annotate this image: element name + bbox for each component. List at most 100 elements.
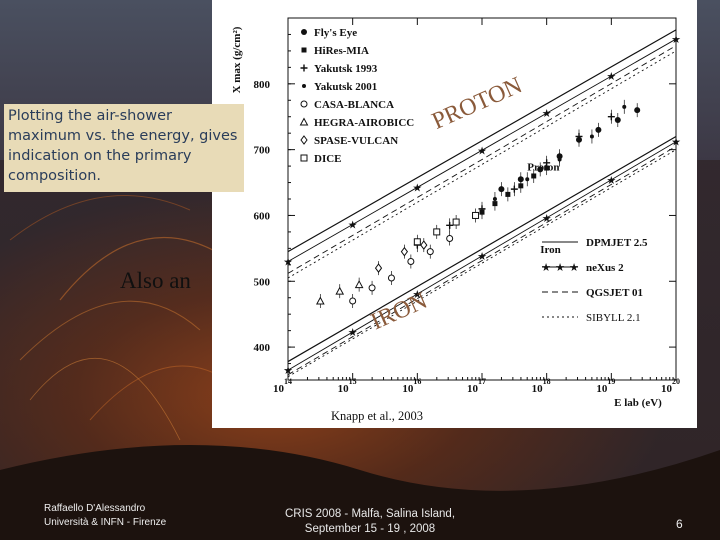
model-star-marker: ★ [542, 108, 552, 120]
page-number: 6 [676, 517, 683, 531]
data-point [299, 117, 309, 126]
data-point [478, 205, 486, 213]
model-star-marker: ★ [671, 137, 681, 149]
data-point [407, 258, 415, 266]
composition-callout: Plotting the air-shower maximum vs. the … [4, 104, 244, 192]
data-point [413, 238, 421, 246]
iron-line-label: Iron [540, 244, 561, 256]
data-point [498, 186, 505, 193]
model-legend-text: QGSJET 01 [586, 287, 643, 299]
model-line-iron [287, 135, 677, 363]
model-star-marker: ★ [412, 289, 422, 301]
data-point [575, 132, 583, 140]
y-tick-label: 500 [254, 276, 271, 288]
data-point [492, 197, 497, 201]
legend-entry-text: DICE [314, 153, 342, 165]
data-point [387, 274, 395, 282]
iron-overlay-label: IRON [367, 288, 431, 336]
data-point [300, 135, 308, 145]
model-line-iron [287, 141, 677, 371]
model-legend-text: DPMJET 2.5 [586, 237, 648, 249]
x-tick-label: 10 [661, 383, 673, 395]
data-point [300, 64, 308, 72]
y-tick-label: 800 [254, 79, 271, 91]
data-point [510, 185, 518, 193]
data-point [589, 134, 594, 139]
data-point [622, 104, 627, 109]
data-point [518, 183, 524, 189]
legend-entry-text: HiRes-MIA [314, 45, 369, 57]
x-tick-label: 10 [402, 383, 414, 395]
y-tick-label: 400 [254, 342, 271, 354]
model-legend-text: neXus 2 [586, 262, 624, 274]
model-legend-star: ★ [541, 262, 551, 274]
x-tick-label: 10 [467, 383, 479, 395]
model-line-iron [287, 145, 677, 376]
model-star-marker: ★ [606, 71, 616, 83]
legend-entry-text: Yakutsk 1993 [314, 63, 378, 75]
x-tick-exponent: 16 [413, 377, 421, 386]
data-point [301, 47, 307, 53]
model-star-marker: ★ [606, 175, 616, 187]
data-point [472, 211, 480, 219]
model-legend-star: ★ [569, 262, 579, 274]
footer-author: Raffaello D'Alessandro Università & INFN… [44, 502, 166, 530]
x-tick-exponent: 18 [543, 377, 551, 386]
data-point [525, 177, 530, 182]
model-line-proton [287, 38, 677, 262]
author-name: Raffaello D'Alessandro [44, 503, 146, 514]
data-point [335, 286, 345, 295]
x-tick-exponent: 20 [672, 377, 680, 386]
data-point [368, 284, 376, 292]
data-point [302, 84, 306, 88]
conference-line1: CRIS 2008 - Malfa, Salina Island, [284, 508, 456, 520]
y-tick-label: 700 [254, 145, 271, 157]
author-affiliation: Università & INFN - Firenze [44, 517, 167, 528]
model-star-marker: ★ [412, 182, 422, 194]
data-point [300, 100, 308, 108]
model-star-marker: ★ [477, 251, 487, 263]
chart-panel: 10 14 10 15 10 16 10 17 10 18 10 19 10 20 400 500 600 700… [212, 0, 697, 428]
callout-text: Plotting the air-shower maximum vs. the … [8, 108, 238, 184]
x-tick-exponent: 14 [284, 377, 292, 386]
data-point [374, 263, 383, 273]
legend-entry-text: SPASE-VULCAN [314, 135, 398, 147]
model-legend-text: SIBYLL 2.1 [586, 312, 641, 324]
model-star-marker: ★ [348, 327, 358, 339]
data-point [607, 113, 615, 121]
y-tick-label: 600 [254, 210, 271, 222]
data-point [537, 166, 544, 173]
also-an-text: Also an [120, 268, 191, 293]
model-star-marker: ★ [477, 145, 487, 157]
legend-entry-text: Yakutsk 2001 [314, 81, 377, 93]
data-point [452, 218, 460, 226]
x-tick-label: 10 [273, 383, 285, 395]
model-legend-star: ★ [555, 262, 565, 274]
x-axis-label: E lab (eV) [614, 397, 662, 409]
data-point [300, 154, 308, 162]
legend-entry-text: HEGRA-AIROBICC [314, 117, 414, 129]
conference-line2: September 15 - 19 , 2008 [304, 523, 436, 535]
data-point [354, 280, 364, 289]
xmax-vs-energy-chart: 1014101510161017101810191020400500600700… [231, 17, 681, 423]
data-point [531, 173, 537, 179]
legend-entry-text: Fly's Eye [314, 27, 357, 39]
model-star-marker: ★ [671, 34, 681, 46]
data-point [543, 159, 551, 167]
model-line-proton [287, 45, 677, 274]
x-tick-exponent: 17 [478, 377, 486, 386]
x-tick-label: 10 [532, 383, 544, 395]
citation-text: Knapp et al., 2003 [331, 409, 423, 423]
data-point [595, 126, 602, 133]
data-point [505, 191, 511, 197]
data-point [315, 296, 325, 305]
data-point [420, 240, 428, 250]
data-point [400, 246, 409, 257]
model-star-marker: ★ [283, 365, 293, 377]
proton-line-label: Proton [527, 162, 559, 174]
footer-conference: CRIS 2008 - Malfa, Salina Island, Septem… [270, 507, 470, 537]
model-star-marker: ★ [542, 213, 552, 225]
data-point [426, 248, 434, 256]
data-point [446, 221, 454, 229]
model-line-proton [287, 29, 677, 253]
